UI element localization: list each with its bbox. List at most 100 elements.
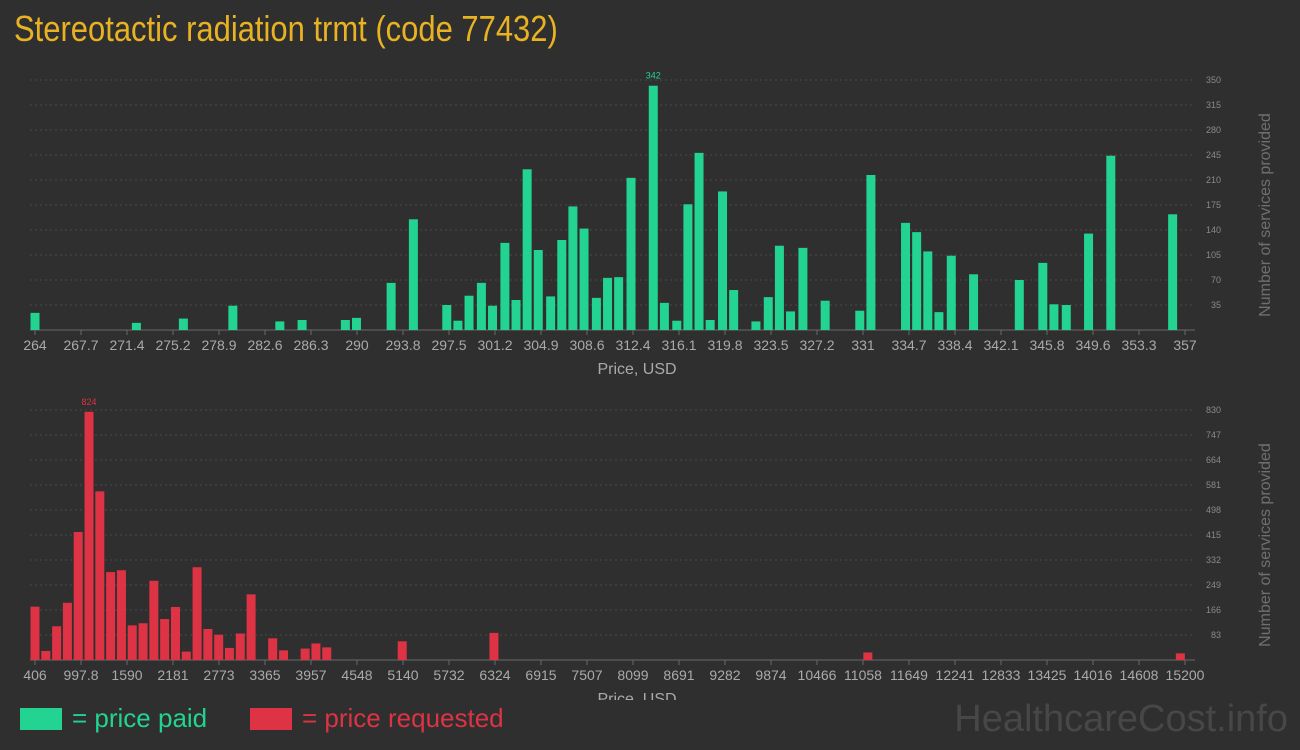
bar [500, 242, 510, 330]
bar [863, 652, 873, 660]
bar [934, 312, 944, 330]
bar [41, 650, 51, 660]
bar [352, 317, 362, 330]
bar [901, 222, 911, 330]
bar [275, 321, 285, 330]
x-tick-label: 323.5 [753, 337, 788, 353]
y-tick-label: 210 [1206, 175, 1221, 185]
bar [170, 606, 180, 660]
x-tick-label: 342.1 [983, 337, 1018, 353]
bar [1061, 305, 1071, 330]
y-tick-label: 581 [1206, 480, 1221, 490]
bar [488, 305, 498, 330]
x-tick-label: 316.1 [661, 337, 696, 353]
bar [522, 169, 532, 330]
peak-value-label: 824 [82, 397, 97, 407]
x-tick-label: 282.6 [247, 337, 282, 353]
bar [718, 191, 728, 330]
bar [297, 320, 307, 330]
x-tick-label: 5140 [387, 667, 418, 683]
x-tick-label: 3957 [295, 667, 326, 683]
legend-price-requested: = price requested [250, 703, 504, 734]
bar [322, 647, 332, 660]
bar [181, 651, 191, 660]
x-tick-label: 278.9 [201, 337, 236, 353]
bar [386, 282, 396, 330]
y-tick-label: 315 [1206, 100, 1221, 110]
bar [855, 310, 865, 330]
bar [672, 320, 682, 330]
bar [397, 641, 407, 660]
x-tick-label: 345.8 [1029, 337, 1064, 353]
x-tick-label: 7507 [571, 667, 602, 683]
bar [705, 320, 715, 330]
bar [557, 240, 567, 330]
y-tick-label: 35 [1211, 300, 1221, 310]
bar [614, 277, 624, 330]
y-tick-label: 332 [1206, 555, 1221, 565]
bar [511, 300, 521, 330]
bar [73, 531, 83, 660]
bar [30, 312, 40, 330]
bar [279, 650, 289, 660]
bar [751, 321, 761, 330]
x-tick-label: 308.6 [569, 337, 604, 353]
y-tick-label: 350 [1206, 75, 1221, 85]
y-tick-label: 280 [1206, 125, 1221, 135]
y-grid: 35 70 105 140 175 210 245 280 315 350 [30, 75, 1221, 310]
x-tick-label: 264 [23, 337, 47, 353]
bar [408, 219, 418, 330]
bar [1049, 304, 1059, 330]
x-tick-label: 15200 [1166, 667, 1205, 683]
y-tick-label: 415 [1206, 530, 1221, 540]
bar [116, 570, 126, 660]
x-tick-label: 5732 [433, 667, 464, 683]
bar [464, 295, 474, 330]
bar [729, 290, 739, 330]
bar [246, 594, 256, 660]
bar [533, 250, 543, 330]
x-tick-label: 327.2 [799, 337, 834, 353]
bar [149, 580, 159, 660]
x-tick-label: 406 [23, 667, 47, 683]
bar [178, 318, 188, 330]
y-axis-title: Number of services provided [1257, 443, 1274, 647]
bar [203, 628, 213, 660]
x-tick-label: 4548 [341, 667, 372, 683]
x-tick-label: 6915 [525, 667, 556, 683]
bar [1168, 214, 1178, 330]
y-tick-label: 830 [1206, 405, 1221, 415]
x-tick-label: 293.8 [385, 337, 420, 353]
bar [84, 411, 94, 660]
bar [568, 206, 578, 330]
x-tick-label: 9874 [755, 667, 786, 683]
y-tick-label: 166 [1206, 605, 1221, 615]
bar [224, 647, 234, 660]
x-tick-label: 349.6 [1075, 337, 1110, 353]
bar [228, 305, 238, 330]
x-tick-label: 304.9 [523, 337, 558, 353]
bar [476, 282, 486, 330]
bar [1014, 280, 1024, 330]
y-tick-label: 70 [1211, 275, 1221, 285]
bar [659, 302, 669, 330]
x-tick-label: 267.7 [63, 337, 98, 353]
y-tick-label: 747 [1206, 430, 1221, 440]
bar [214, 634, 224, 660]
x-tick-label: 312.4 [615, 337, 650, 353]
x-tick-label: 275.2 [155, 337, 190, 353]
x-tick-label: 11649 [890, 667, 928, 683]
bars [30, 411, 1185, 660]
legend-label-paid: = price paid [72, 703, 208, 733]
bar [95, 491, 105, 660]
bar [453, 320, 463, 330]
x-tick-label: 14016 [1074, 667, 1113, 683]
watermark: HealthcareCost.info [954, 698, 1288, 740]
x-tick-label: 8099 [617, 667, 648, 683]
x-tick-label: 12241 [936, 667, 975, 683]
legend-label-requested: = price requested [302, 703, 504, 733]
bar [1175, 653, 1185, 660]
bar [546, 296, 556, 330]
x-ticks: 264 267.7 271.4 275.2 278.9 282.6 286.3 290 293.… [23, 330, 1197, 353]
x-tick-label: 997.8 [63, 667, 98, 683]
